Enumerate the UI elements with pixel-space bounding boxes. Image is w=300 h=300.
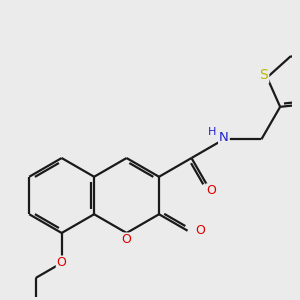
Text: O: O	[122, 233, 131, 246]
Text: O: O	[57, 256, 67, 269]
Text: O: O	[195, 224, 205, 237]
Text: N: N	[219, 131, 229, 144]
Text: S: S	[260, 68, 268, 83]
Text: O: O	[206, 184, 216, 197]
Text: H: H	[208, 127, 216, 137]
